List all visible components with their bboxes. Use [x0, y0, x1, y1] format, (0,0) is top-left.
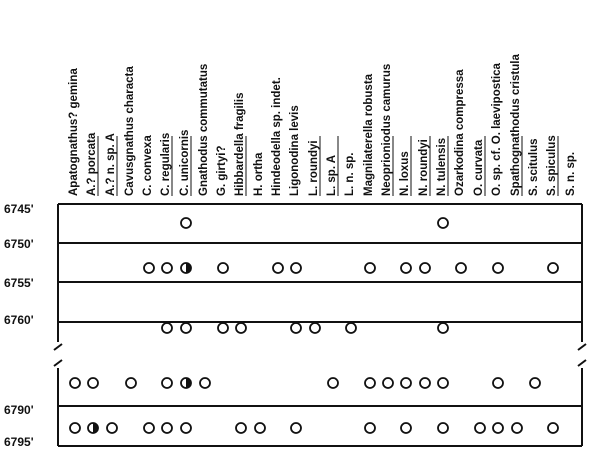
- depth-label: 6790': [4, 403, 34, 417]
- occurrence-mark: [400, 377, 412, 389]
- occurrence-mark: [437, 217, 449, 229]
- taxon-label: O. sp. cf. O. laevipostica: [491, 62, 503, 196]
- occurrence-mark: [69, 377, 81, 389]
- occurrence-mark: [180, 322, 192, 334]
- occurrence-mark: [143, 422, 155, 434]
- occurrence-mark: [235, 422, 247, 434]
- taxon-label: C. convexa: [142, 135, 154, 196]
- taxon-label: Hibbardella fragilis: [234, 92, 246, 196]
- taxon-label: S. n. sp.: [565, 152, 577, 196]
- taxon-label: Neoprioniodus camurus: [381, 64, 393, 196]
- taxon-label: L. roundyi: [308, 140, 320, 196]
- occurrence-mark: [235, 322, 247, 334]
- occurrence-mark: [217, 322, 229, 334]
- occurrence-mark: [364, 422, 376, 434]
- occurrence-mark: [474, 422, 486, 434]
- depth-label: 6750': [4, 237, 34, 251]
- occurrence-mark: [419, 377, 431, 389]
- taxon-label: Magnilaterella robusta: [363, 73, 375, 196]
- occurrence-mark: [309, 322, 321, 334]
- taxon-label: N. tulensis: [436, 138, 448, 196]
- occurrence-mark: [290, 262, 302, 274]
- taxon-label: A.? n. sp. A: [105, 133, 117, 196]
- taxon-label: Ligonodina levis: [289, 105, 301, 196]
- taxon-label: L. n. sp.: [344, 153, 356, 196]
- occurrence-mark: [400, 262, 412, 274]
- occurrence-mark: [511, 422, 523, 434]
- depth-labels: 6745' 6750' 6755' 6760' 6790' 6795': [4, 202, 34, 449]
- taxon-label: Spathognathodus cristula: [510, 54, 522, 196]
- occurrence-mark: [437, 377, 449, 389]
- occurrence-mark: [364, 377, 376, 389]
- occurrence-mark: [437, 322, 449, 334]
- taxon-label: N. roundyi: [418, 139, 430, 196]
- occurrence-mark: [180, 422, 192, 434]
- depth-label: 6755': [4, 276, 34, 290]
- occurrence-mark: [161, 262, 173, 274]
- occurrence-mark: [419, 262, 431, 274]
- taxon-label: H. ortha: [253, 152, 265, 196]
- occurrence-mark: [455, 262, 467, 274]
- occurrence-mark: [492, 262, 504, 274]
- taxon-label: Hindeodella sp. indet.: [271, 77, 283, 196]
- occurrence-mark: [161, 322, 173, 334]
- taxon-label: A.? porcata: [86, 132, 98, 196]
- taxon-label: S. spiculus: [546, 135, 558, 196]
- occurrence-mark: [290, 322, 302, 334]
- sample-frame: [53, 203, 587, 447]
- depth-label: 6760': [4, 313, 34, 327]
- occurrence-mark: [345, 322, 357, 334]
- break-mark-left: [53, 343, 63, 367]
- occurrence-mark: [327, 377, 339, 389]
- taxon-label: O. curvata: [473, 139, 485, 196]
- depth-label: 6795': [4, 435, 34, 449]
- occurrence-mark: [272, 262, 284, 274]
- taxon-label: Apatognathus? gemina: [68, 68, 80, 196]
- occurrence-mark: [254, 422, 266, 434]
- occurrence-mark: [125, 377, 137, 389]
- occurrence-mark: [106, 422, 118, 434]
- occurrence-mark: [69, 422, 81, 434]
- taxon-label: L. sp. A: [326, 155, 338, 196]
- occurrence-mark: [437, 422, 449, 434]
- break-mark-right: [577, 343, 587, 367]
- occurrence-mark: [87, 377, 99, 389]
- occurrence-mark: [492, 422, 504, 434]
- occurrence-mark-fill: [186, 263, 191, 273]
- occurrence-mark: [290, 422, 302, 434]
- occurrence-mark: [492, 377, 504, 389]
- occurrence-mark: [199, 377, 211, 389]
- occurrence-mark: [143, 262, 155, 274]
- taxon-labels: Apatognathus? gemina A.? porcata A.? n. sp…: [68, 54, 577, 196]
- taxon-label: C. regularis: [160, 133, 172, 196]
- taxon-label: Cavusgnathus characta: [124, 66, 136, 196]
- occurrence-mark: [364, 262, 376, 274]
- occurrence-mark: [180, 217, 192, 229]
- occurrence-mark: [161, 377, 173, 389]
- taxon-label: Gnathodus commutatus: [198, 64, 210, 196]
- occurrence-mark: [547, 262, 559, 274]
- occurrence-mark: [529, 377, 541, 389]
- occurrence-mark: [400, 422, 412, 434]
- depth-label: 6745': [4, 202, 34, 216]
- occurrence-mark: [382, 377, 394, 389]
- occurrence-mark: [161, 422, 173, 434]
- taxon-label: C. unicornis: [179, 130, 191, 196]
- occurrence-mark: [217, 262, 229, 274]
- occurrence-mark-fill: [93, 423, 98, 433]
- taxon-label: S. scitulus: [528, 138, 540, 196]
- taxon-label: G. girtyi?: [216, 146, 228, 196]
- occurrence-mark: [547, 422, 559, 434]
- taxon-label: Ozarkodina compressa: [454, 69, 466, 196]
- occurrence-mark-fill: [186, 378, 191, 388]
- occurrence-marks: [69, 217, 559, 434]
- taxon-label: N. loxus: [399, 151, 411, 196]
